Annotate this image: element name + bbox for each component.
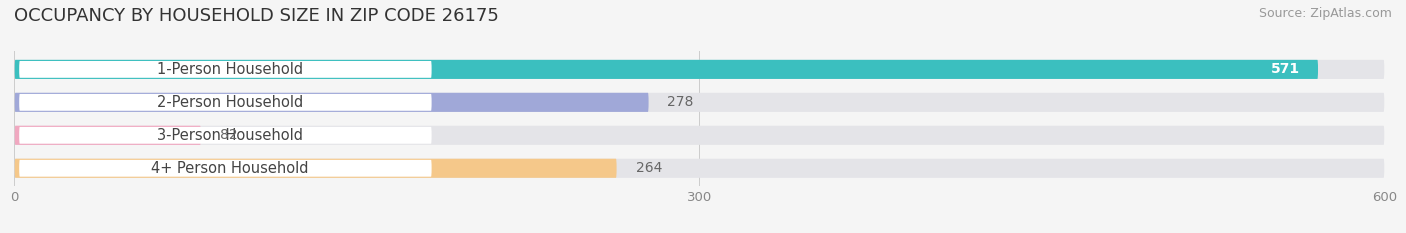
FancyBboxPatch shape [20,127,432,144]
Text: 1-Person Household: 1-Person Household [157,62,304,77]
Text: 264: 264 [636,161,662,175]
FancyBboxPatch shape [14,60,1317,79]
FancyBboxPatch shape [14,126,201,145]
FancyBboxPatch shape [20,61,432,78]
Text: 278: 278 [668,95,695,109]
FancyBboxPatch shape [14,159,1385,178]
Text: 571: 571 [1271,62,1301,76]
Text: Source: ZipAtlas.com: Source: ZipAtlas.com [1258,7,1392,20]
FancyBboxPatch shape [14,60,1385,79]
Text: OCCUPANCY BY HOUSEHOLD SIZE IN ZIP CODE 26175: OCCUPANCY BY HOUSEHOLD SIZE IN ZIP CODE … [14,7,499,25]
FancyBboxPatch shape [20,94,432,111]
Text: 2-Person Household: 2-Person Household [157,95,304,110]
FancyBboxPatch shape [14,93,648,112]
Text: 3-Person Household: 3-Person Household [157,128,302,143]
FancyBboxPatch shape [14,126,1385,145]
FancyBboxPatch shape [14,93,1385,112]
Text: 82: 82 [219,128,238,142]
FancyBboxPatch shape [20,160,432,177]
Text: 4+ Person Household: 4+ Person Household [152,161,309,176]
FancyBboxPatch shape [14,159,617,178]
